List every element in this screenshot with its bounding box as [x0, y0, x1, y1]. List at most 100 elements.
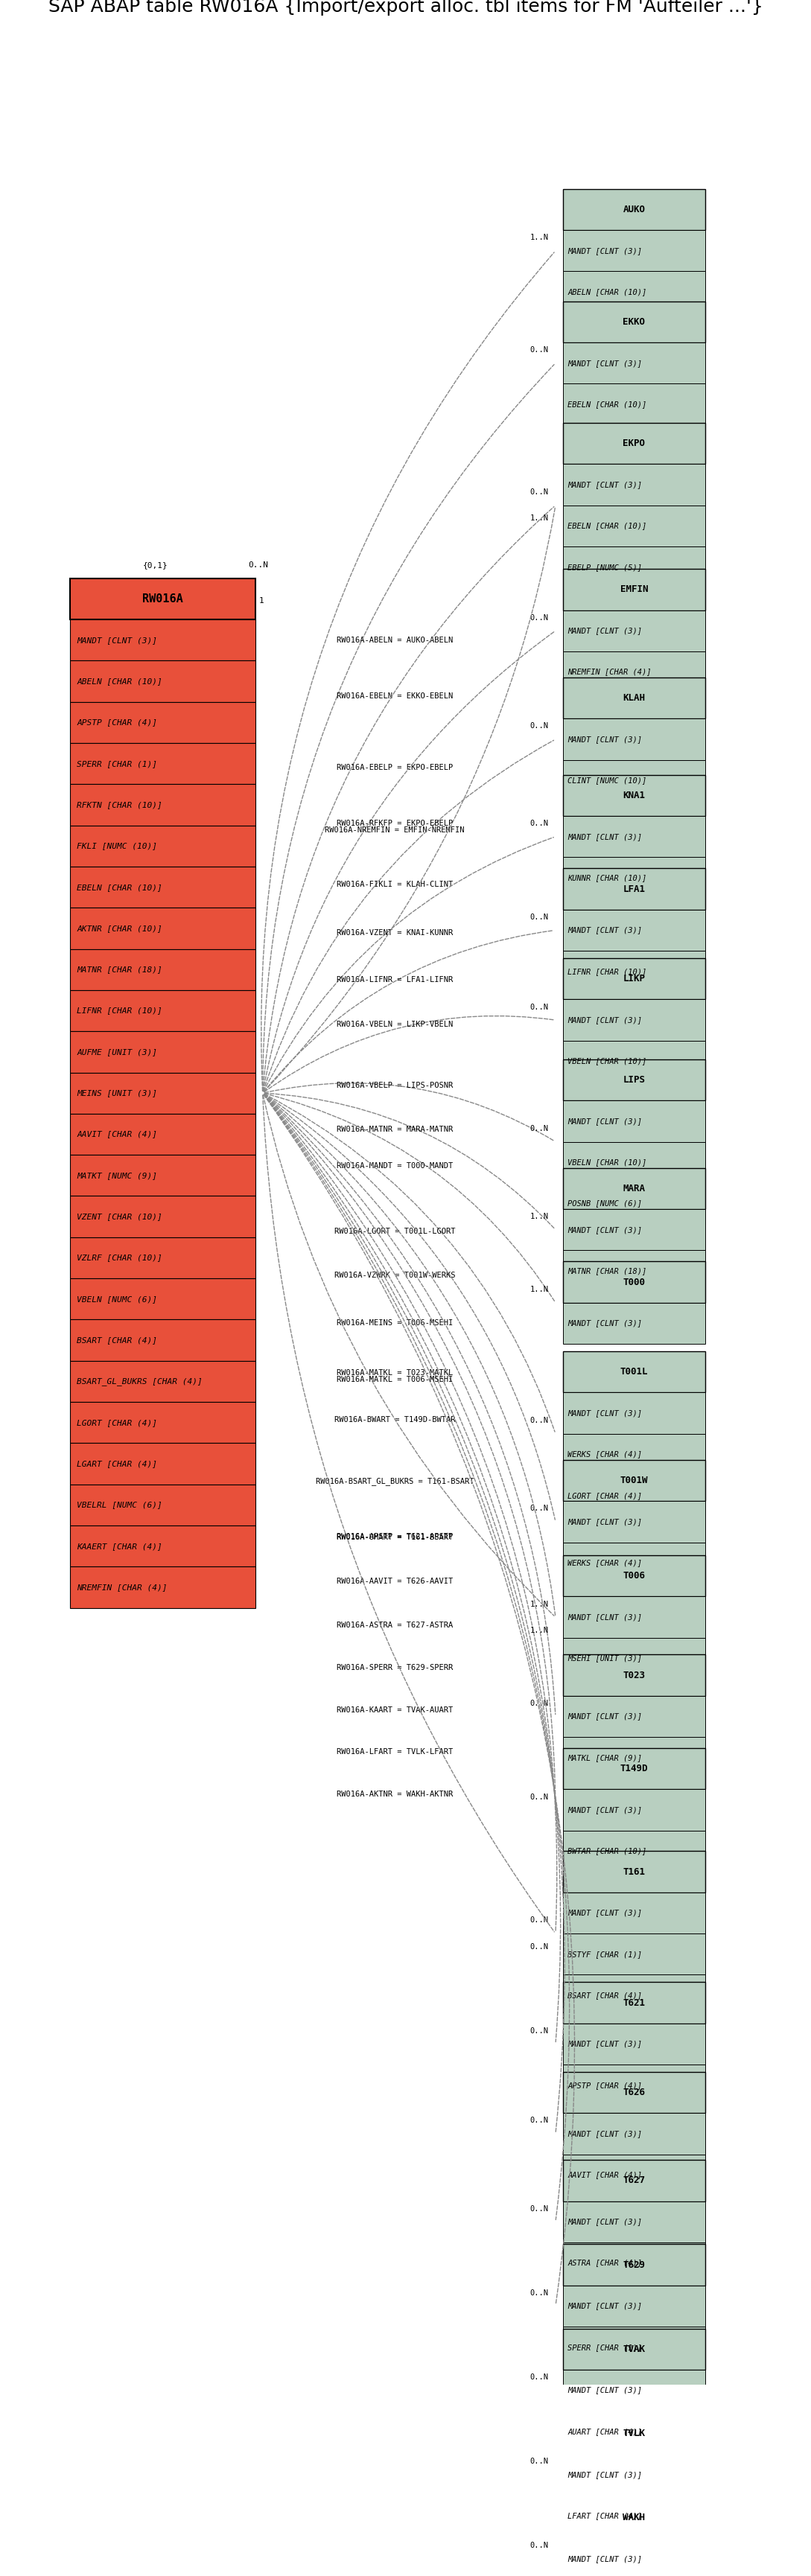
Text: 0..N: 0..N: [530, 2372, 548, 2380]
Text: SPERR [CHAR (1)]: SPERR [CHAR (1)]: [568, 2344, 642, 2352]
Text: BWTAR [CHAR (10)]: BWTAR [CHAR (10)]: [568, 1847, 647, 1855]
Text: 0..N: 0..N: [530, 1917, 548, 1924]
Text: RW016A-MANDT = T000-MANDT: RW016A-MANDT = T000-MANDT: [337, 1162, 453, 1170]
FancyBboxPatch shape: [563, 1100, 706, 1141]
Text: 0..N: 0..N: [530, 1002, 548, 1010]
FancyBboxPatch shape: [563, 188, 706, 229]
Text: RW016A-LFART = TVLK-LFART: RW016A-LFART = TVLK-LFART: [337, 1749, 453, 1757]
Text: TVLK: TVLK: [623, 2429, 646, 2437]
Text: MANDT [CLNT (3)]: MANDT [CLNT (3)]: [568, 2218, 642, 2226]
Text: RW016A: RW016A: [142, 592, 183, 605]
FancyBboxPatch shape: [563, 2241, 706, 2282]
Text: CLINT [NUMC (10)]: CLINT [NUMC (10)]: [568, 778, 647, 783]
Text: KLAH: KLAH: [623, 693, 646, 703]
FancyBboxPatch shape: [563, 1543, 706, 1584]
FancyBboxPatch shape: [563, 1852, 706, 1893]
FancyBboxPatch shape: [70, 948, 255, 989]
Text: 0..N: 0..N: [530, 1700, 548, 1708]
Text: 1..N: 1..N: [530, 1600, 548, 1607]
Text: MEINS [UNIT (3)]: MEINS [UNIT (3)]: [77, 1090, 157, 1097]
Text: 0..N: 0..N: [530, 914, 548, 920]
FancyBboxPatch shape: [563, 2112, 706, 2154]
Text: RW016A-RFKFP = EKPO-EBELP: RW016A-RFKFP = EKPO-EBELP: [337, 819, 453, 827]
Text: LGORT [CHAR (4)]: LGORT [CHAR (4)]: [77, 1419, 157, 1427]
Text: RFKTN [CHAR (10)]: RFKTN [CHAR (10)]: [77, 801, 162, 809]
FancyBboxPatch shape: [70, 1360, 255, 1401]
Text: EKKO: EKKO: [623, 317, 646, 327]
FancyBboxPatch shape: [563, 1262, 706, 1303]
Text: AKTNR [CHAR (10)]: AKTNR [CHAR (10)]: [77, 925, 162, 933]
FancyBboxPatch shape: [70, 1319, 255, 1360]
FancyBboxPatch shape: [563, 343, 706, 384]
Text: 1..N: 1..N: [530, 515, 548, 523]
Text: FKLI [NUMC (10)]: FKLI [NUMC (10)]: [77, 842, 157, 850]
Text: 0..N: 0..N: [530, 1126, 548, 1133]
FancyBboxPatch shape: [70, 1236, 255, 1278]
FancyBboxPatch shape: [563, 1352, 706, 1394]
Text: RW016A-SPERR = T629-SPERR: RW016A-SPERR = T629-SPERR: [337, 1664, 453, 1672]
Text: NREMFIN [CHAR (4)]: NREMFIN [CHAR (4)]: [568, 667, 651, 675]
Text: LFART [CHAR (4)]: LFART [CHAR (4)]: [568, 2512, 642, 2519]
Text: MANDT [CLNT (3)]: MANDT [CLNT (3)]: [568, 482, 642, 489]
FancyBboxPatch shape: [563, 1976, 706, 2017]
Text: LFA1: LFA1: [623, 884, 646, 894]
Text: RW016A-BSART_GL_BUKRS = T161-BSART: RW016A-BSART_GL_BUKRS = T161-BSART: [315, 1476, 474, 1486]
Text: MANDT [CLNT (3)]: MANDT [CLNT (3)]: [568, 2303, 642, 2311]
Text: 1..N: 1..N: [530, 1625, 548, 1633]
FancyBboxPatch shape: [563, 719, 706, 760]
FancyBboxPatch shape: [563, 958, 706, 999]
FancyBboxPatch shape: [563, 2022, 706, 2063]
FancyBboxPatch shape: [563, 2455, 706, 2496]
Text: WAKH: WAKH: [623, 2512, 646, 2522]
Text: MANDT [CLNT (3)]: MANDT [CLNT (3)]: [568, 1713, 642, 1721]
Text: 0..N: 0..N: [530, 613, 548, 621]
Text: 1..N: 1..N: [530, 1213, 548, 1221]
Text: LIFNR [CHAR (10)]: LIFNR [CHAR (10)]: [77, 1007, 162, 1015]
FancyBboxPatch shape: [563, 1695, 706, 1736]
FancyBboxPatch shape: [70, 824, 255, 866]
FancyBboxPatch shape: [563, 2370, 706, 2411]
FancyBboxPatch shape: [563, 1556, 706, 1597]
FancyBboxPatch shape: [70, 1566, 255, 1607]
Text: 1: 1: [259, 598, 264, 605]
Text: RW016A-AAVIT = T626-AAVIT: RW016A-AAVIT = T626-AAVIT: [337, 1579, 453, 1584]
Text: EBELP [NUMC (5)]: EBELP [NUMC (5)]: [568, 564, 642, 572]
FancyBboxPatch shape: [563, 1597, 706, 1638]
Text: EMFIN: EMFIN: [620, 585, 648, 595]
Text: T629: T629: [623, 2259, 646, 2269]
FancyBboxPatch shape: [563, 1476, 706, 1517]
FancyBboxPatch shape: [563, 2496, 706, 2537]
FancyBboxPatch shape: [70, 1154, 255, 1195]
Text: RW016A-LGORT = T001L-LGORT: RW016A-LGORT = T001L-LGORT: [334, 1229, 455, 1236]
Text: MANDT [CLNT (3)]: MANDT [CLNT (3)]: [568, 737, 642, 742]
Text: VBELRL [NUMC (6)]: VBELRL [NUMC (6)]: [77, 1502, 162, 1510]
FancyBboxPatch shape: [563, 1654, 706, 1695]
Text: LIFNR [CHAR (10)]: LIFNR [CHAR (10)]: [568, 969, 647, 976]
FancyBboxPatch shape: [563, 2200, 706, 2241]
Text: MANDT [CLNT (3)]: MANDT [CLNT (3)]: [568, 2470, 642, 2478]
Text: WERKS [CHAR (4)]: WERKS [CHAR (4)]: [568, 1558, 642, 1566]
Text: T149D: T149D: [620, 1765, 648, 1775]
Text: APSTP [CHAR (4)]: APSTP [CHAR (4)]: [77, 719, 157, 726]
Text: MANDT [CLNT (3)]: MANDT [CLNT (3)]: [568, 2130, 642, 2138]
Text: MANDT [CLNT (3)]: MANDT [CLNT (3)]: [568, 1909, 642, 1917]
Text: VBELN [CHAR (10)]: VBELN [CHAR (10)]: [568, 1059, 647, 1064]
FancyBboxPatch shape: [563, 546, 706, 587]
Text: RW016A-LIFNR = LFA1-LIFNR: RW016A-LIFNR = LFA1-LIFNR: [337, 976, 453, 984]
FancyBboxPatch shape: [563, 2326, 706, 2367]
FancyBboxPatch shape: [70, 783, 255, 824]
Text: T023: T023: [623, 1669, 646, 1680]
Text: KAAERT [CHAR (4)]: KAAERT [CHAR (4)]: [77, 1543, 162, 1551]
FancyBboxPatch shape: [70, 1195, 255, 1236]
Text: 0..N: 0..N: [530, 1942, 548, 1950]
Text: RW016A-KAART = TVAK-AUART: RW016A-KAART = TVAK-AUART: [337, 1705, 453, 1713]
FancyBboxPatch shape: [563, 858, 706, 899]
FancyBboxPatch shape: [563, 817, 706, 858]
Text: 0..N: 0..N: [530, 1793, 548, 1801]
FancyBboxPatch shape: [70, 1525, 255, 1566]
Text: MANDT [CLNT (3)]: MANDT [CLNT (3)]: [77, 636, 157, 644]
Text: LIKP: LIKP: [623, 974, 646, 984]
Text: 0..N: 0..N: [530, 345, 548, 353]
FancyBboxPatch shape: [70, 659, 255, 701]
Text: MARA: MARA: [623, 1185, 646, 1193]
